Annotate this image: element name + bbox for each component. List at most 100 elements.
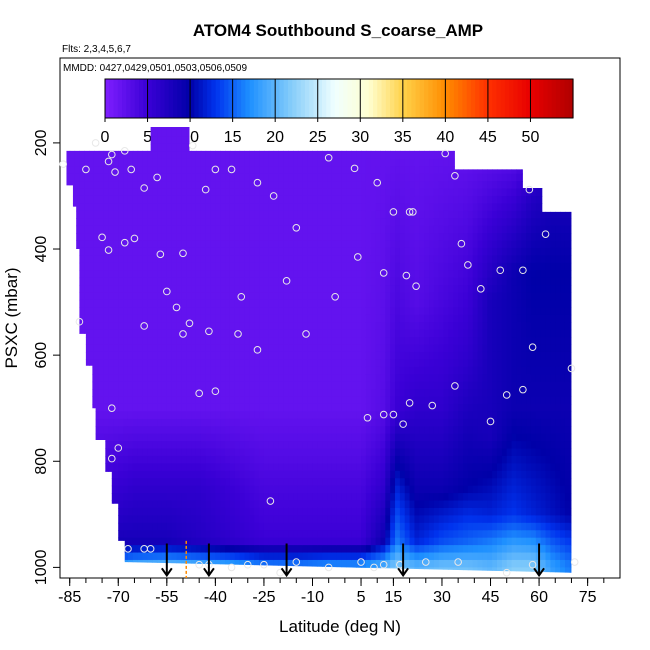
heatmap-cell <box>307 151 313 160</box>
heatmap-cell <box>210 545 216 554</box>
heatmap-cell <box>327 448 333 457</box>
heatmap-cell <box>307 181 313 190</box>
heatmap-cell <box>98 559 105 568</box>
heatmap-cell <box>200 381 207 390</box>
heatmap-cell <box>195 188 202 197</box>
heatmap-cell <box>356 181 362 190</box>
heatmap-cell <box>356 329 362 338</box>
heatmap-cell <box>409 463 415 472</box>
heatmap-cell <box>414 485 420 494</box>
heatmap-cell <box>239 433 246 442</box>
heatmap-cell <box>419 262 425 271</box>
heatmap-cell <box>424 129 430 138</box>
heatmap-cell <box>351 389 357 398</box>
heatmap-cell <box>191 314 197 323</box>
heatmap-cell <box>302 270 309 279</box>
heatmap-cell <box>69 433 76 442</box>
heatmap-cell <box>356 314 362 323</box>
heatmap-cell <box>64 329 71 338</box>
heatmap-cell <box>273 158 279 167</box>
heatmap-cell <box>414 455 420 464</box>
heatmap-cell <box>191 166 197 175</box>
heatmap-cell <box>327 233 333 242</box>
heatmap-cell <box>84 463 90 472</box>
heatmap-cell <box>395 158 401 167</box>
heatmap-cell <box>166 507 173 516</box>
heatmap-cell <box>297 537 304 546</box>
heatmap-cell <box>108 314 114 323</box>
heatmap-cell <box>346 255 352 264</box>
heatmap-cell <box>166 188 173 197</box>
heatmap-cell <box>331 322 338 331</box>
colorbar-segment <box>245 79 251 118</box>
heatmap-cell <box>293 522 299 531</box>
heatmap-cell <box>142 507 148 516</box>
heatmap-cell <box>312 403 318 412</box>
heatmap-cell <box>220 463 226 472</box>
heatmap-cell <box>249 463 255 472</box>
heatmap-cell <box>322 426 328 435</box>
heatmap-cell <box>229 344 236 353</box>
heatmap-cell <box>69 195 76 204</box>
heatmap-cell <box>395 210 401 219</box>
heatmap-cell <box>331 158 338 167</box>
heatmap-cell <box>317 277 323 286</box>
heatmap-cell <box>395 307 401 316</box>
heatmap-cell <box>283 537 289 546</box>
heatmap-cell <box>195 240 202 249</box>
heatmap-cell <box>356 277 362 286</box>
heatmap-cell <box>263 374 270 383</box>
heatmap-cell <box>390 507 396 516</box>
heatmap-cell <box>288 255 294 264</box>
heatmap-cell <box>210 322 216 331</box>
heatmap-cell <box>157 530 163 539</box>
heatmap-cell <box>108 337 114 346</box>
heatmap-cell <box>103 374 110 383</box>
heatmap-cell <box>108 411 114 420</box>
heatmap-cell <box>84 285 90 294</box>
heatmap-cell <box>103 522 110 531</box>
heatmap-cell <box>225 478 231 487</box>
heatmap-cell <box>443 151 449 160</box>
heatmap-cell <box>327 537 333 546</box>
heatmap-cell <box>346 285 352 294</box>
heatmap-cell <box>293 126 299 130</box>
heatmap-cell <box>331 292 338 301</box>
heatmap-cell <box>176 225 182 234</box>
heatmap-cell <box>142 403 148 412</box>
heatmap-cell <box>259 270 265 279</box>
heatmap-cell <box>249 292 255 301</box>
heatmap-cell <box>205 515 212 524</box>
heatmap-cell <box>327 322 333 331</box>
heatmap-cell <box>395 329 401 338</box>
heatmap-cell <box>200 515 207 524</box>
colorbar-segment <box>526 79 532 118</box>
heatmap-cell <box>283 433 289 442</box>
heatmap-cell <box>195 411 202 420</box>
heatmap-cell <box>317 218 323 227</box>
heatmap-cell <box>89 559 95 568</box>
heatmap-cell <box>399 277 406 286</box>
heatmap-cell <box>404 552 411 561</box>
heatmap-cell <box>181 270 187 279</box>
heatmap-cell <box>161 255 168 264</box>
heatmap-cell <box>79 359 85 368</box>
heatmap-cell <box>424 381 430 390</box>
heatmap-cell <box>84 158 90 167</box>
heatmap-cell <box>424 426 430 435</box>
heatmap-cell <box>346 188 352 197</box>
heatmap-cell <box>278 522 284 531</box>
heatmap-cell <box>181 374 187 383</box>
heatmap-cell <box>293 493 299 502</box>
heatmap-cell <box>443 203 449 212</box>
heatmap-cell <box>225 448 231 457</box>
heatmap-cell <box>375 389 381 398</box>
heatmap-cell <box>390 337 396 346</box>
heatmap-cell <box>317 448 323 457</box>
heatmap-cell <box>157 299 163 308</box>
heatmap-cell <box>327 143 333 152</box>
heatmap-cell <box>336 285 343 294</box>
heatmap-cell <box>268 255 275 264</box>
heatmap-cell <box>108 493 114 502</box>
heatmap-cell <box>263 567 270 573</box>
